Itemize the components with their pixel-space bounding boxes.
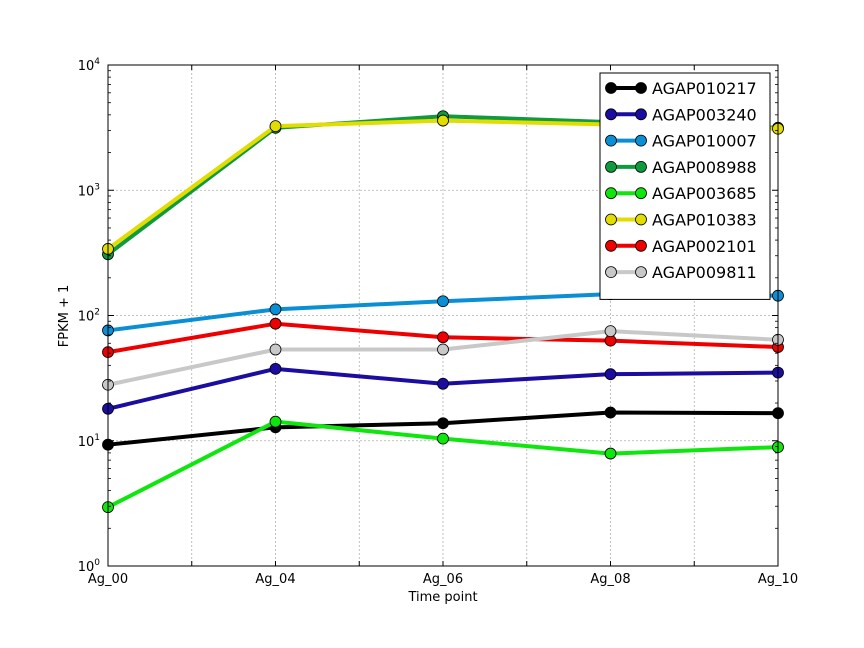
x-tick-label: Ag_06 [423,572,463,587]
legend-label: AGAP010217 [652,79,757,98]
y-tick-label: 101 [78,433,100,450]
legend-marker [605,82,617,94]
y-tick-exponent: 2 [94,308,100,318]
x-tick-labels: Ag_00 Ag_04 Ag_06 Ag_08 Ag_10 [88,572,798,587]
y-tick-label: 104 [78,57,101,74]
data-point [604,406,617,419]
legend: AGAP010217 AGAP003240 AGAP010007 AGAP008988… [599,72,771,300]
legend-marker [605,108,617,121]
data-point [604,325,617,338]
legend-item: AGAP010383 [605,211,757,230]
y-tick-base: 10 [78,435,95,450]
legend-label: AGAP010383 [652,211,757,230]
y-tick-base: 10 [78,59,95,74]
legend-item: AGAP010007 [605,132,757,151]
legend-label: AGAP008988 [652,158,757,177]
axis-ticks [107,64,779,567]
y-tick-label: 100 [78,558,101,575]
y-tick-base: 10 [78,310,95,325]
x-tick-label: Ag_00 [88,572,128,587]
data-point [604,447,617,460]
legend-marker [605,134,617,147]
x-axis-label: Time point [407,590,477,605]
legend-marker [635,187,647,200]
legend-label: AGAP009811 [652,263,757,282]
legend-marker [635,160,647,173]
y-tick-base: 10 [78,560,95,575]
legend-item: AGAP008988 [605,158,757,177]
x-tick-label: Ag_10 [758,572,798,587]
legend-item: AGAP003240 [605,105,757,124]
y-tick-exponent: 4 [94,57,100,67]
x-tick-label: Ag_04 [255,572,295,587]
data-point [437,417,449,430]
legend-item: AGAP010217 [605,79,757,98]
data-point [437,343,449,356]
data-point [269,120,282,133]
legend-marker [635,213,647,226]
data-point [437,295,449,308]
legend-marker [635,239,647,252]
legend-label: AGAP002101 [652,237,757,256]
legend-marker [635,266,647,279]
data-point [437,331,449,344]
data-point [269,362,282,375]
series-layer [102,110,784,514]
x-tick-label: Ag_08 [590,572,630,587]
y-tick-exponent: 3 [94,182,100,192]
series [102,362,784,415]
y-tick-label: 103 [78,182,100,199]
y-axis-label: FPKM + 1 [57,285,72,348]
data-point [437,377,449,390]
grid-lines [108,65,778,566]
legend-marker [605,160,617,173]
legend-marker [635,82,647,94]
legend-marker [635,108,647,121]
legend-box [599,72,771,300]
series [102,317,784,359]
data-point [437,432,449,445]
legend-label: AGAP003685 [652,184,757,203]
legend-marker [605,239,617,252]
legend-item: AGAP002101 [605,237,757,256]
y-tick-exponent: 1 [94,433,100,443]
data-point [604,368,617,381]
legend-marker [605,187,617,200]
data-point [437,114,449,127]
y-tick-label: 102 [78,308,100,325]
legend-label: AGAP003240 [652,105,757,124]
legend-marker [635,134,647,147]
legend-item: AGAP003685 [605,184,757,203]
data-point [269,317,282,330]
legend-label: AGAP010007 [652,132,757,151]
data-point [269,303,282,316]
data-point [269,343,282,356]
y-tick-exponent: 0 [94,558,100,568]
series [102,325,784,391]
y-tick-base: 10 [78,184,95,199]
legend-marker [605,266,617,279]
legend-marker [605,213,617,226]
series [102,415,784,514]
legend-item: AGAP009811 [605,263,757,282]
data-point [269,415,282,428]
